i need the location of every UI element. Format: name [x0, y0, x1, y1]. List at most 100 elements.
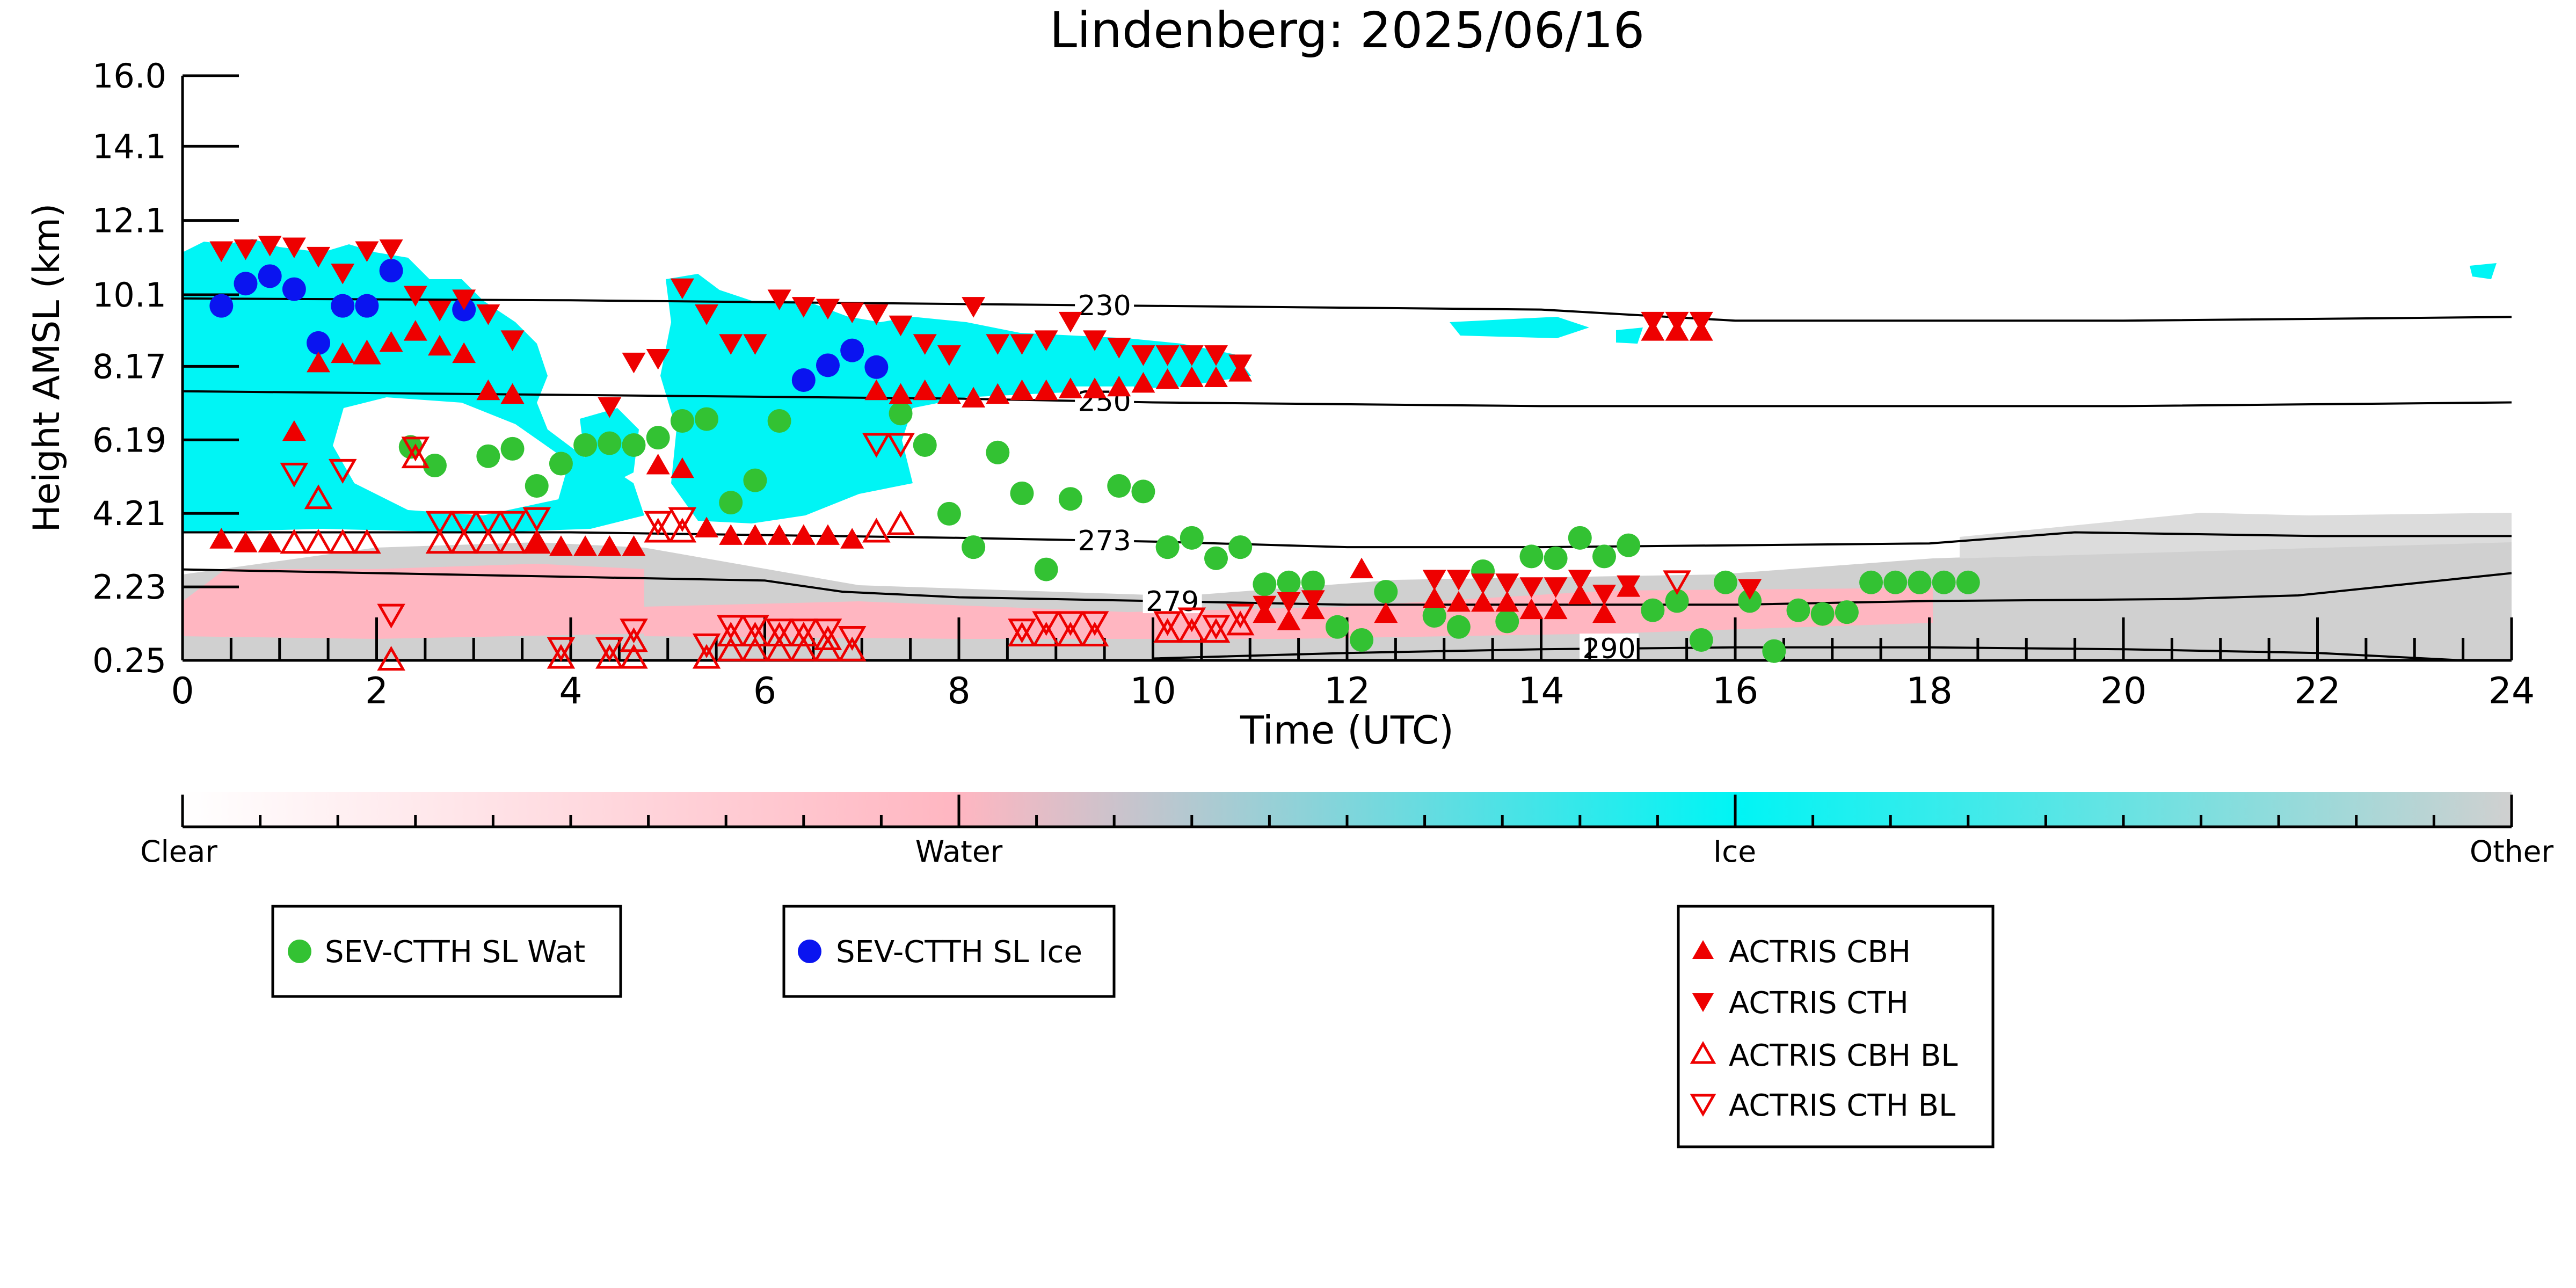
marker-triangle-up-open — [1080, 622, 1109, 647]
marker-triangle-down-open — [1202, 615, 1231, 640]
marker-triangle-up — [1155, 368, 1180, 389]
marker-triangle-down-open — [789, 618, 818, 644]
x-tick-label: 16 — [1712, 670, 1759, 712]
marker-circle — [622, 433, 646, 457]
marker-triangle-up — [1374, 602, 1398, 623]
marker-circle — [1374, 580, 1398, 604]
marker-triangle-down — [1495, 573, 1519, 594]
marker-triangle-up-open — [304, 529, 333, 554]
marker-triangle-down — [962, 297, 986, 318]
marker-triangle-up-open — [522, 529, 551, 554]
marker-circle — [986, 440, 1010, 464]
y-tick-label: 0.25 — [92, 641, 166, 680]
marker-triangle-up — [962, 387, 986, 408]
marker-triangle-down-open — [692, 633, 721, 658]
marker-circle — [889, 402, 913, 426]
colorbar-label-clear: Clear — [140, 834, 217, 869]
x-tick-label: 18 — [1906, 670, 1953, 712]
isotherm-label: 230 — [1078, 290, 1131, 322]
marker-triangle-up-open — [1177, 618, 1206, 643]
marker-triangle-down — [1204, 345, 1228, 366]
marker-triangle-down-open — [1032, 611, 1060, 636]
marker-circle — [234, 272, 258, 296]
marker-triangle-down — [331, 263, 355, 285]
phase-colorbar: Clear Water Ice Other — [140, 792, 2553, 869]
marker-circle — [743, 468, 767, 492]
marker-triangle-down-open — [522, 507, 551, 532]
marker-circle — [1786, 598, 1810, 622]
marker-circle — [646, 426, 670, 450]
marker-triangle-up-open — [765, 622, 794, 647]
marker-triangle-up-open — [1226, 610, 1255, 636]
marker-triangle-up — [1544, 598, 1568, 620]
marker-triangle-down — [864, 304, 889, 325]
marker-circle — [1908, 570, 1932, 594]
marker-triangle-up-open — [304, 484, 333, 510]
marker-circle — [1665, 589, 1689, 613]
marker-triangle-up-open — [401, 443, 430, 469]
legend-marker-triangle-down — [1692, 993, 1714, 1012]
marker-circle — [1738, 589, 1762, 613]
marker-triangle-up — [937, 383, 961, 404]
marker-triangle-down — [986, 334, 1010, 355]
marker-triangle-up — [1180, 366, 1204, 388]
isotherm-line — [183, 568, 2512, 606]
marker-triangle-down — [1422, 570, 1446, 591]
marker-circle — [525, 474, 549, 498]
legend-label-actris-cbh: ACTRIS CBH — [1729, 935, 1911, 970]
marker-triangle-up — [209, 528, 234, 549]
marker-triangle-up-open — [620, 644, 648, 669]
marker-circle — [1713, 570, 1737, 594]
legend-marker-circle — [798, 940, 821, 963]
marker-triangle-up-open — [765, 636, 794, 661]
y-tick-label: 8.17 — [92, 347, 166, 386]
marker-circle — [1107, 474, 1131, 498]
marker-circle — [937, 501, 961, 526]
x-tick-label: 0 — [171, 670, 194, 712]
marker-circle — [1568, 526, 1592, 550]
marker-triangle-down — [1738, 579, 1762, 600]
marker-circle — [1641, 598, 1665, 622]
marker-triangle-down — [379, 239, 403, 260]
marker-circle — [1446, 615, 1471, 639]
marker-triangle-down — [234, 239, 258, 260]
data-markers — [209, 236, 1980, 671]
marker-triangle-up — [1592, 602, 1616, 623]
marker-triangle-up-open — [474, 529, 503, 554]
marker-triangle-down — [1641, 311, 1665, 333]
marker-triangle-down-open — [449, 511, 478, 536]
marker-triangle-up-open — [280, 529, 309, 554]
marker-triangle-up — [331, 342, 355, 363]
chart-title: Lindenberg: 2025/06/16 — [1050, 2, 1645, 59]
marker-circle — [695, 407, 719, 431]
marker-circle — [719, 491, 743, 515]
marker-triangle-down-open — [620, 618, 648, 644]
marker-triangle-down — [743, 334, 767, 355]
marker-triangle-up — [1131, 372, 1155, 393]
marker-circle — [476, 444, 500, 468]
marker-circle — [209, 294, 234, 318]
y-tick-label: 2.23 — [92, 567, 166, 607]
marker-triangle-down — [598, 397, 622, 418]
marker-triangle-down — [1471, 573, 1495, 594]
marker-triangle-down — [670, 278, 694, 300]
marker-triangle-up — [379, 331, 403, 352]
marker-triangle-down-open — [838, 626, 867, 651]
colorbar-label-other: Other — [2470, 834, 2554, 869]
legend-label-actris-cbh-bl: ACTRIS CBH BL — [1729, 1038, 1958, 1073]
marker-circle — [549, 452, 573, 476]
isotherm-line — [183, 297, 2512, 322]
marker-triangle-up — [282, 420, 306, 441]
marker-triangle-up — [1495, 591, 1519, 612]
marker-triangle-up — [889, 383, 913, 404]
marker-triangle-down — [209, 241, 234, 262]
marker-circle — [1058, 487, 1082, 511]
marker-circle — [1617, 533, 1641, 557]
marker-circle — [1180, 526, 1204, 550]
marker-triangle-down — [767, 289, 791, 310]
marker-triangle-down — [840, 302, 864, 324]
marker-circle — [913, 433, 937, 457]
marker-circle — [1810, 602, 1835, 626]
marker-circle — [1204, 546, 1228, 570]
